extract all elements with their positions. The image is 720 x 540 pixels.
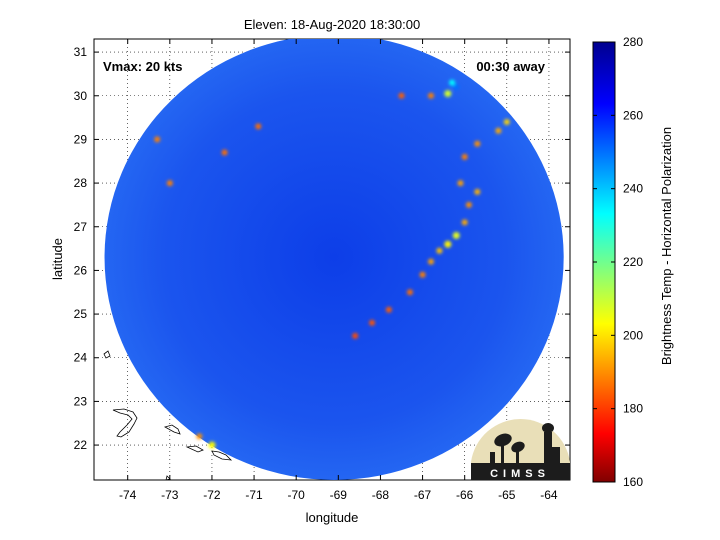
x-tick-label: -68 — [372, 488, 390, 502]
colorbar-tick-label: 280 — [623, 35, 643, 49]
feature-blob — [196, 433, 203, 440]
island-shape — [103, 350, 111, 359]
feature-blob — [166, 180, 173, 187]
feature-blob — [385, 306, 392, 313]
feature-blob — [465, 201, 472, 208]
chart-title: Eleven: 18-Aug-2020 18:30:00 — [244, 17, 420, 32]
y-tick-label: 26 — [74, 263, 88, 277]
swath-disk — [104, 39, 564, 480]
feature-blob — [208, 441, 216, 449]
island-shape — [211, 450, 233, 461]
colorbar: 280 260 240 220 200 180 160 Brightness Temp - … — [592, 35, 674, 489]
x-axis-ticks: -74 -73 -72 -71 -70 -69 -68 -67 -66 -65 -64 — [119, 39, 558, 502]
logo-silhouettes — [490, 423, 560, 463]
colorbar-label: Brightness Temp - Horizontal Polarizatio… — [659, 127, 674, 365]
y-tick-label: 23 — [74, 394, 88, 408]
coastlines — [103, 350, 233, 480]
colorbar-tick-label: 220 — [623, 255, 643, 269]
x-tick-label: -66 — [456, 488, 474, 502]
y-tick-label: 28 — [74, 176, 88, 190]
feature-blob — [427, 258, 434, 265]
feature-blob — [495, 127, 502, 134]
feature-blob — [457, 180, 464, 187]
y-tick-label: 25 — [74, 307, 88, 321]
y-tick-label: 22 — [74, 438, 88, 452]
y-tick-label: 31 — [74, 45, 88, 59]
feature-blob — [154, 136, 161, 143]
feature-blob — [352, 332, 359, 339]
island-shape — [112, 408, 138, 438]
x-tick-label: -64 — [540, 488, 558, 502]
x-tick-label: -74 — [119, 488, 137, 502]
y-tick-label: 24 — [74, 351, 88, 365]
brightness-temp-swath — [104, 39, 564, 480]
logo-text: CIMSS — [490, 468, 550, 480]
colorbar-tick-label: 180 — [623, 402, 643, 416]
x-tick-label: -69 — [330, 488, 348, 502]
cimss-logo: CIMSS — [471, 419, 570, 480]
feature-blob — [474, 140, 481, 147]
x-tick-label: -65 — [498, 488, 516, 502]
feature-blob — [449, 79, 456, 86]
x-axis-label: longitude — [306, 510, 359, 525]
feature-blob — [255, 123, 262, 130]
island-shape — [163, 424, 181, 435]
y-tick-label: 27 — [74, 220, 88, 234]
time-away-annotation: 00:30 away — [476, 59, 545, 74]
colorbar-tick-label: 260 — [623, 108, 643, 122]
x-tick-label: -70 — [288, 488, 306, 502]
feature-blob — [444, 90, 452, 98]
colorbar-tick-label: 240 — [623, 182, 643, 196]
feature-blob — [461, 219, 468, 226]
feature-blob — [419, 271, 426, 278]
feature-blob — [474, 188, 481, 195]
feature-blob — [436, 247, 443, 254]
y-axis-ticks: 22 23 24 25 26 27 28 29 30 31 — [74, 45, 570, 452]
feature-blob — [461, 153, 468, 160]
feature-blob — [444, 240, 452, 248]
colorbar-tick-label: 160 — [623, 475, 643, 489]
feature-blob — [398, 92, 405, 99]
feature-blob — [221, 149, 228, 156]
feature-blob — [369, 319, 376, 326]
feature-blob — [453, 84, 460, 91]
colorbar-ticks: 280 260 240 220 200 180 160 — [593, 35, 643, 489]
feature-blob — [503, 118, 510, 125]
warm-features — [154, 79, 510, 449]
x-tick-label: -67 — [414, 488, 432, 502]
island-shape — [185, 445, 204, 453]
island-shape — [165, 475, 171, 480]
vmax-annotation: Vmax: 20 kts — [103, 59, 183, 74]
y-axis-label: latitude — [50, 238, 65, 280]
y-tick-label: 29 — [74, 132, 88, 146]
x-tick-label: -71 — [245, 488, 263, 502]
feature-blob — [452, 231, 460, 239]
colorbar-tick-label: 200 — [623, 328, 643, 342]
logo-band — [471, 463, 570, 480]
y-tick-label: 30 — [74, 89, 88, 103]
feature-blob — [427, 92, 434, 99]
x-tick-label: -73 — [161, 488, 179, 502]
x-tick-label: -72 — [203, 488, 221, 502]
feature-blob — [406, 289, 413, 296]
